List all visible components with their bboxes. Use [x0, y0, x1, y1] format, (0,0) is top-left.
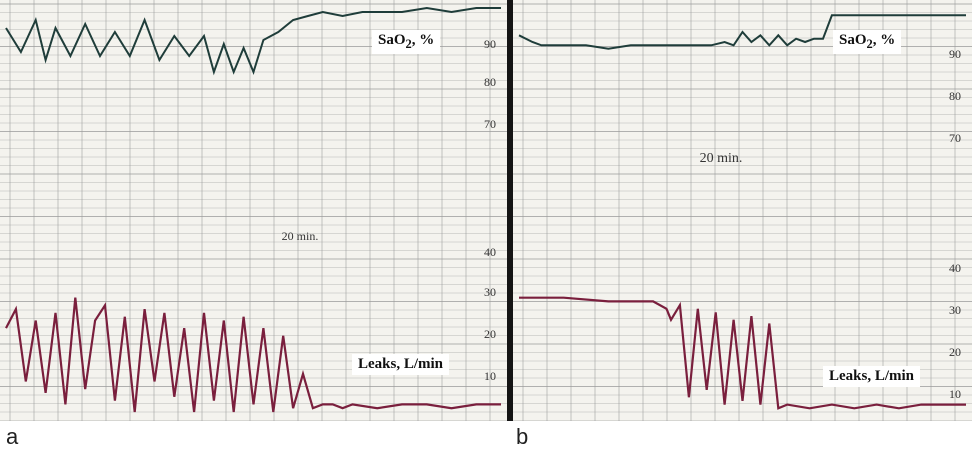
chart-panel-a: 90 80 70 40 30 20 10 20 min. SaO2, % Leaks, L/m… — [0, 0, 507, 421]
leaks-label-b: Leaks, L/min — [823, 366, 921, 387]
leaks-line — [519, 296, 966, 410]
right-axis-tick: 10 — [484, 369, 496, 383]
leaks-label-a: Leaks, L/min — [352, 354, 450, 375]
annotation-20-min: 20 min. — [282, 229, 319, 243]
panel-divider — [507, 0, 513, 421]
right-axis-tick: 80 — [949, 89, 961, 103]
right-axis-tick: 10 — [949, 387, 961, 401]
right-axis-tick: 70 — [949, 131, 961, 145]
right-axis-tick: 90 — [949, 47, 961, 61]
grid-b — [513, 0, 972, 421]
grid-a — [0, 0, 507, 421]
panel-letter-a: a — [6, 424, 19, 449]
right-axis-tick: 90 — [484, 37, 496, 51]
right-axis-tick: 40 — [949, 261, 961, 275]
sao2-line — [518, 14, 966, 50]
panel-letter-b: b — [516, 424, 529, 449]
right-axis-tick: 40 — [484, 245, 496, 259]
sao2-label-a: SaO2, % — [372, 30, 441, 54]
right-axis-tick: 80 — [484, 75, 496, 89]
right-axis-tick: 20 — [949, 345, 961, 359]
leaks-line — [5, 297, 501, 413]
chart-plot-b: 90 80 70 40 30 20 10 20 min. — [513, 0, 972, 421]
annotation-20-min: 20 min. — [700, 151, 743, 166]
chart-panel-b: 90 80 70 40 30 20 10 20 min. SaO2, % Leaks, L/m… — [513, 0, 972, 421]
right-axis-tick: 30 — [484, 285, 496, 299]
right-axis-tick: 20 — [484, 327, 496, 341]
sao2-line — [5, 6, 501, 76]
right-axis-tick: 30 — [949, 303, 961, 317]
chart-plot-a: 90 80 70 40 30 20 10 20 min. — [0, 0, 507, 421]
right-axis-tick: 70 — [484, 117, 496, 131]
sao2-label-b: SaO2, % — [833, 30, 902, 54]
